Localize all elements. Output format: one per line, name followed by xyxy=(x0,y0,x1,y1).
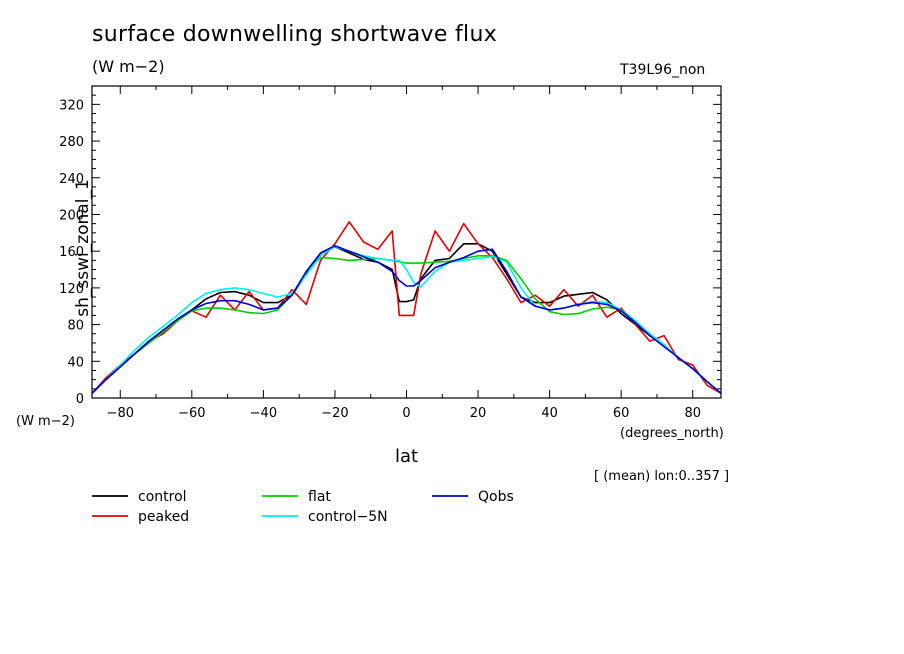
x-tick-label: 60 xyxy=(613,406,630,421)
y-tick-label: 200 xyxy=(59,208,84,223)
y-tick-label: 240 xyxy=(59,172,84,187)
legend-label-1: peaked xyxy=(138,509,189,525)
series-line-1 xyxy=(91,221,722,395)
series-layer xyxy=(91,221,722,395)
series-line-3 xyxy=(91,245,722,395)
chart-units: (W m−2) xyxy=(92,57,165,76)
x-tick-label: −60 xyxy=(178,406,205,421)
y-tick-label: 0 xyxy=(76,392,84,407)
run-id-label: T39L96_non xyxy=(620,62,706,78)
legend-label-4: Qobs xyxy=(478,489,514,505)
y-tick-label: 40 xyxy=(67,355,84,370)
plot-frame xyxy=(91,85,722,399)
x-axis-units: (degrees_north) xyxy=(620,426,724,441)
x-tick-label: −20 xyxy=(321,406,348,421)
legend: control peaked flat control−5N Qobs xyxy=(92,489,514,525)
legend-label-3: control−5N xyxy=(308,509,388,525)
y-tick-label: 80 xyxy=(67,319,84,334)
series-line-2 xyxy=(91,255,722,395)
y-tick-label: 280 xyxy=(59,135,84,150)
y-tick-label: 320 xyxy=(59,98,84,113)
tick-layer: 0 40 80 120 160 200 240 280 320 −80 −60 −40 −20 0 20 40… xyxy=(59,85,721,421)
y-axis-units: (W m−2) xyxy=(16,414,75,429)
x-tick-label: 40 xyxy=(541,406,558,421)
x-tick-label: 20 xyxy=(470,406,487,421)
x-tick-label: 80 xyxy=(684,406,701,421)
chart-title: surface downwelling shortwave flux xyxy=(92,22,498,47)
y-tick-label: 160 xyxy=(59,245,84,260)
legend-label-2: flat xyxy=(308,489,331,505)
x-tick-label: −80 xyxy=(107,406,134,421)
x-tick-label: −40 xyxy=(250,406,277,421)
x-axis-label: lat xyxy=(395,446,419,467)
series-line-0 xyxy=(91,243,722,395)
x-tick-label: 0 xyxy=(402,406,410,421)
stats-annotation: [ (mean) lon:0..357 ] xyxy=(594,469,730,484)
y-tick-label: 120 xyxy=(59,282,84,297)
series-line-4 xyxy=(91,244,722,395)
legend-label-0: control xyxy=(138,489,187,505)
